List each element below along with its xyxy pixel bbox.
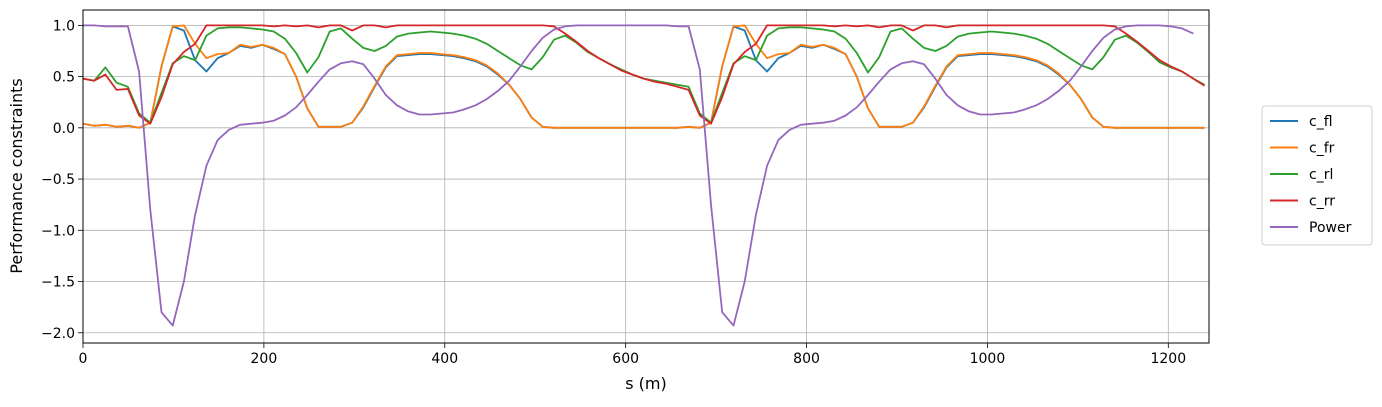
x-tick-label: 1200 (1150, 351, 1186, 367)
plot-frame (82, 9, 1210, 344)
series-lines (82, 24, 1205, 327)
x-tick-label: 400 (431, 351, 458, 367)
x-tick-label: 0 (79, 351, 88, 367)
y-tick-label: −0.5 (41, 172, 75, 188)
legend-label: c_rr (1309, 194, 1335, 210)
legend: c_fl c_fr c_rl c_rr Power (1261, 105, 1373, 246)
x-tick-label: 200 (251, 351, 278, 367)
y-tick-label: 0.0 (53, 121, 75, 137)
series-line-c-fl (82, 25, 1205, 129)
series-line-c-fr (82, 24, 1205, 129)
legend-label: Power (1309, 220, 1352, 236)
legend-label: c_fr (1309, 141, 1335, 157)
y-tick-label: 1.0 (53, 18, 75, 34)
y-tick-label: −1.5 (41, 275, 75, 291)
y-axis-label: Performance constraints (7, 78, 26, 273)
legend-label: c_fl (1309, 114, 1333, 130)
y-tick-label: 0.5 (53, 70, 75, 86)
y-tick-label: −1.0 (41, 223, 75, 239)
legend-box (1261, 105, 1373, 246)
y-tick-label: −2.0 (41, 326, 75, 342)
x-tick-label: 800 (793, 351, 820, 367)
legend-label: c_rl (1309, 167, 1333, 183)
x-axis-label: s (m) (625, 374, 667, 393)
axis-ticks: 0 200 400 600 800 1000 1200 −2.0 −1.5 −1.0 −0.5 0.0… (41, 18, 1186, 367)
series-line-c-rl (82, 26, 1205, 124)
x-tick-label: 600 (612, 351, 639, 367)
series-line-power (83, 24, 1194, 327)
x-tick-label: 1000 (970, 351, 1006, 367)
series-line-c-rr (82, 24, 1205, 125)
grid-lines (82, 10, 1209, 343)
